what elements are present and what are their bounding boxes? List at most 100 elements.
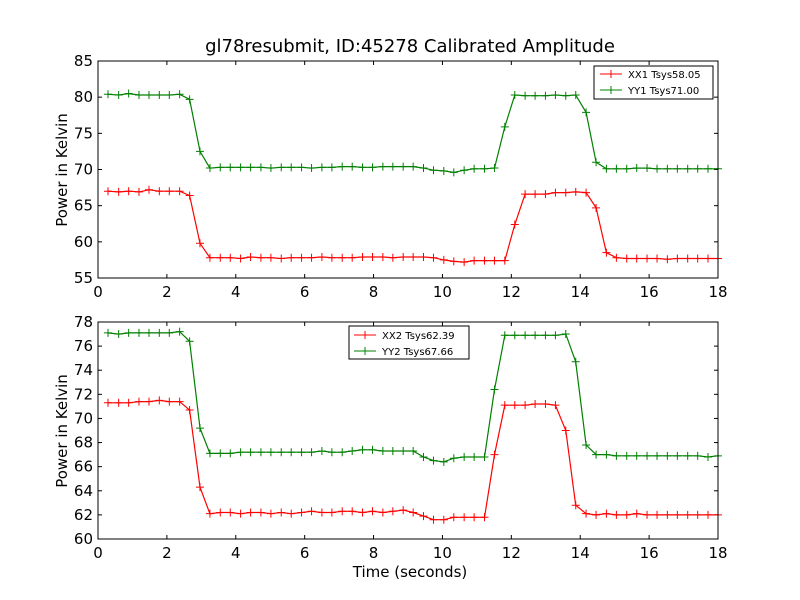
x-tick-label: 12 [502, 544, 521, 562]
x-tick-label: 16 [640, 544, 659, 562]
series-1-point [653, 254, 662, 263]
series-2-point [582, 440, 591, 449]
series-1-point [124, 398, 133, 407]
y-tick-label: 72 [74, 385, 93, 403]
series-2-point [144, 90, 153, 99]
legend: XX2 Tsys62.39 YY2 Tsys67.66 [348, 325, 470, 360]
x-tick-label: 8 [369, 544, 379, 562]
series-1-point [277, 254, 286, 263]
series-1-point [307, 507, 316, 516]
series-1-point [246, 508, 255, 517]
legend-box [593, 65, 714, 100]
series-2-point [470, 164, 479, 173]
series-1-point [236, 254, 245, 263]
series-2-point [378, 162, 387, 171]
series-1-point [531, 190, 540, 199]
series-2-point [205, 164, 214, 173]
series-1-point [399, 506, 408, 515]
series-1-point [338, 253, 347, 262]
series-1-point [266, 253, 275, 262]
series-2-point [124, 89, 133, 98]
series-2-point [622, 164, 631, 173]
series-2-point [317, 446, 326, 455]
series-2-point [103, 328, 112, 337]
legend-box [348, 325, 470, 360]
series-2-point [185, 95, 194, 104]
series-1-point [236, 509, 245, 518]
series-1-point [612, 253, 621, 262]
series-1-point [297, 253, 306, 262]
series-1-point [256, 508, 265, 517]
series-group [103, 327, 722, 524]
series-1-point [510, 220, 519, 229]
series-1-point [429, 515, 438, 524]
series-2-point [297, 448, 306, 457]
series-1-point [185, 191, 194, 200]
series-2-point [348, 162, 357, 171]
series-2-point [216, 163, 225, 172]
series-1-point [246, 253, 255, 262]
series-2-point [592, 450, 601, 459]
series-2-point [409, 162, 418, 171]
series-1-point [521, 190, 530, 199]
x-tick-label: 0 [93, 283, 103, 301]
series-2-point [297, 163, 306, 172]
series-1-point [561, 188, 570, 197]
series-2-point [266, 164, 275, 173]
legend-marker-yy2 [361, 347, 369, 355]
series-1-point [490, 256, 499, 265]
series-1-point [103, 187, 112, 196]
y-tick-label: 68 [74, 434, 93, 452]
series-1-point [388, 253, 397, 262]
series-group [103, 89, 722, 267]
series-1-point [277, 508, 286, 517]
x-axis-label: Time (seconds) [352, 563, 468, 581]
series-1-point [165, 397, 174, 406]
series-2-point [693, 164, 702, 173]
tick-group: 0 2 4 6 8 10 12 14 16 18 55 60 65 70 75 80 85 [74, 52, 728, 301]
series-1-point [693, 254, 702, 263]
series-1-point [551, 188, 560, 197]
series-2-point [683, 164, 692, 173]
series-2-point [632, 164, 641, 173]
series-2-point [368, 163, 377, 172]
series-1-point [399, 253, 408, 262]
legend-label-xx2: XX2 Tsys62.39 [382, 331, 455, 342]
y-tick-label: 65 [74, 197, 93, 215]
series-2-point [521, 331, 530, 340]
series-2-point [571, 90, 580, 99]
series-2-point [531, 91, 540, 100]
y-tick-label: 66 [74, 458, 93, 476]
series-1-point [317, 253, 326, 262]
series-2-point [521, 91, 530, 100]
series-2-point [673, 451, 682, 460]
series-2-point [368, 445, 377, 454]
series-1-point [582, 509, 591, 518]
series-2-point [195, 424, 204, 433]
series-2-point [226, 163, 235, 172]
series-1-point [155, 396, 164, 405]
series-2-point [236, 163, 245, 172]
series-2-point [155, 90, 164, 99]
series-2-point [327, 448, 336, 457]
legend-label-xx1: XX1 Tsys58.05 [628, 70, 701, 81]
series-1-point [571, 501, 580, 510]
series-2-point [399, 446, 408, 455]
series-1-point [571, 187, 580, 196]
x-tick-label: 16 [640, 283, 659, 301]
series-2-point [632, 451, 641, 460]
series-2-point [388, 162, 397, 171]
series-2-point [287, 163, 296, 172]
series-1-point [175, 397, 184, 406]
x-tick-label: 18 [708, 544, 727, 562]
series-1-point [226, 253, 235, 262]
series-1-point [490, 450, 499, 459]
x-tick-label: 2 [162, 544, 172, 562]
series-2-point [114, 330, 123, 339]
series-2-point [582, 108, 591, 117]
y-tick-label: 60 [74, 233, 93, 251]
x-tick-label: 4 [231, 283, 241, 301]
series-1-point [348, 507, 357, 516]
series-2-point [134, 328, 143, 337]
